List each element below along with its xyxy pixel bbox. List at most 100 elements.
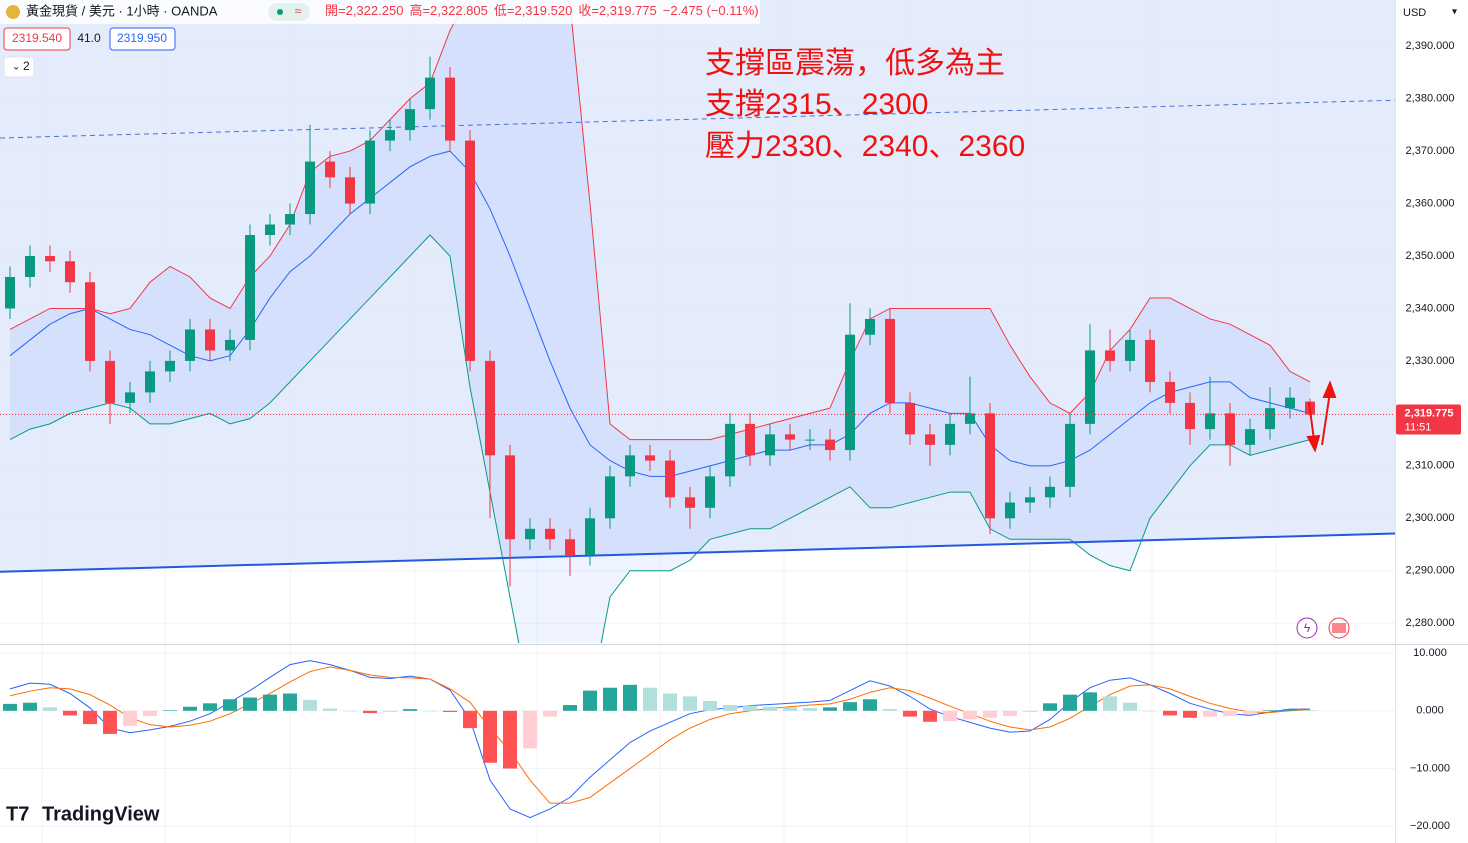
candle-body <box>285 214 295 225</box>
candle-body <box>665 460 675 498</box>
histogram-bar <box>543 710 557 717</box>
alert-icon[interactable] <box>1296 617 1318 639</box>
status-pill[interactable] <box>268 3 310 21</box>
candle-body <box>105 360 115 403</box>
candle-body <box>825 439 835 451</box>
last-price-label: 2,319.775 <box>1405 407 1454 419</box>
y-tick-label: −10.000 <box>1410 762 1450 774</box>
histogram-bar <box>1163 710 1177 716</box>
candle-body <box>585 518 595 556</box>
candle-body <box>145 371 155 393</box>
y-tick-label: 2,360.000 <box>1406 197 1455 209</box>
candle-body <box>645 455 655 461</box>
histogram-bar <box>723 705 737 711</box>
countdown: 11:51 <box>1405 421 1432 433</box>
y-tick-label: 2,280.000 <box>1406 617 1455 629</box>
histogram-bar <box>163 710 177 711</box>
histogram-bar <box>1143 710 1157 712</box>
annotation: 支撐2315、2300 <box>705 88 928 121</box>
logo: T7 TradingView <box>6 803 160 825</box>
candle-body <box>45 256 55 262</box>
candle-body <box>1105 350 1115 361</box>
histogram-bar <box>303 699 317 711</box>
candle-body <box>785 434 795 440</box>
trendline <box>0 99 1395 139</box>
histogram-bar <box>863 699 877 711</box>
macd-pane <box>3 660 1317 819</box>
histogram-bar <box>343 710 357 712</box>
histogram-bar <box>923 710 937 722</box>
candle-body <box>965 413 975 424</box>
histogram-bar <box>1263 710 1277 711</box>
price-pane <box>0 0 1395 643</box>
histogram-bar <box>183 706 197 711</box>
candle-body <box>845 334 855 451</box>
status-icon: ≈ <box>295 4 302 18</box>
candle-body <box>605 476 615 519</box>
histogram-bar <box>743 705 757 711</box>
support-zone <box>0 0 1395 572</box>
histogram-bar <box>423 710 437 712</box>
histogram-bar <box>563 705 577 711</box>
candle-body <box>1085 350 1095 424</box>
histogram-bar <box>1003 710 1017 717</box>
histogram-bar <box>1083 692 1097 711</box>
candle-body <box>365 140 375 204</box>
histogram-bar <box>643 687 657 711</box>
candle-body <box>345 177 355 204</box>
y-tick-label: 2,340.000 <box>1406 302 1455 314</box>
histogram-bar <box>23 702 37 711</box>
histogram-bar <box>823 707 837 711</box>
symbol[interactable]: 黃金現貨 / 美元 · 1小時 · OANDA <box>26 3 218 18</box>
candle-body <box>1245 429 1255 445</box>
candle-body <box>805 439 815 441</box>
candle-body <box>925 434 935 445</box>
y-tick-label: 2,380.000 <box>1406 93 1455 105</box>
histogram-bar <box>843 702 857 711</box>
candle-body <box>745 423 755 456</box>
header-bg <box>0 0 760 24</box>
y-tick-label: 2,350.000 <box>1406 250 1455 262</box>
histogram-bar <box>663 693 677 711</box>
y-tick-label: 2,290.000 <box>1406 565 1455 577</box>
histogram-bar <box>1023 710 1037 712</box>
histogram-bar <box>403 709 417 711</box>
candle-body <box>625 455 635 477</box>
candle-body <box>865 318 875 335</box>
candle-body <box>205 329 215 351</box>
logo-mark: T7 <box>6 803 29 825</box>
bid-button[interactable] <box>3 27 71 51</box>
histogram-bar <box>283 693 297 711</box>
indicator-toggle[interactable] <box>3 56 35 78</box>
candle-body <box>525 528 535 540</box>
candle-body <box>185 329 195 361</box>
histogram-bar <box>123 710 137 726</box>
icon-glyph <box>1332 623 1346 633</box>
candle-body <box>545 528 555 540</box>
candle-body <box>385 130 395 141</box>
candle-body <box>225 339 235 351</box>
currency-select[interactable] <box>1398 2 1464 24</box>
candle-body <box>565 539 575 556</box>
histogram-bar <box>143 710 157 717</box>
ask-button[interactable] <box>109 27 176 51</box>
candle-body <box>685 497 695 508</box>
currency[interactable]: USD <box>1403 7 1426 19</box>
y-tick-label: 2,300.000 <box>1406 512 1455 524</box>
y-tick-label: 2,370.000 <box>1406 145 1455 157</box>
candle-body <box>985 413 995 519</box>
indicator-count[interactable]: 2 <box>23 59 30 73</box>
candle-body <box>725 423 735 477</box>
bid[interactable]: 2319.540 <box>12 31 62 45</box>
ask[interactable]: 2319.950 <box>117 31 167 45</box>
histogram-bar <box>783 707 797 711</box>
candle-body <box>885 318 895 403</box>
candle-body <box>1125 339 1135 361</box>
ohlc-value: 開=2,322.250 <box>325 3 403 18</box>
histogram-bar <box>243 697 257 711</box>
histogram-bar <box>323 708 337 711</box>
candle-body <box>1165 381 1175 403</box>
histogram-bar <box>883 709 897 711</box>
histogram-bar <box>1223 710 1237 717</box>
